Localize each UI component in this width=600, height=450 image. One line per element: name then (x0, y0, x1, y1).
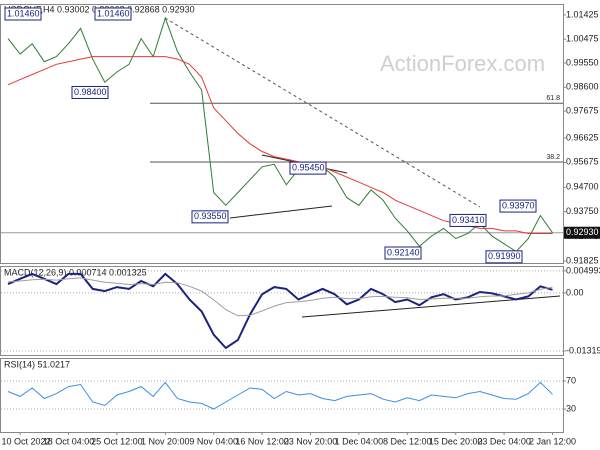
price-annotation-box (449, 213, 487, 227)
price-annotation-box (485, 250, 523, 264)
y-tick-label: 0.97675 (566, 105, 599, 115)
price-annotation: 0.92140 (387, 247, 420, 257)
y-tick-label: 0.96625 (566, 132, 599, 142)
price-annotation-box (499, 199, 537, 213)
price-annotation-box (384, 246, 422, 260)
fib-label: 38.2 (546, 154, 560, 161)
macd-panel (0, 266, 564, 356)
macd-title: MACD(12,26,9) 0.000714 0.001325 (4, 267, 147, 277)
last-price-label: 0.92930 (566, 227, 599, 237)
y-tick-label: 0.93750 (566, 206, 599, 216)
y-tick-label: 0.95675 (566, 157, 599, 167)
rsi-title: RSI(14) 51.0217 (4, 359, 70, 369)
x-tick-label: 1 Dec 04:00 (335, 436, 384, 446)
price-annotation-box (191, 210, 229, 224)
x-tick-label: 23 Nov 20:00 (284, 436, 338, 446)
series-line (7, 16, 553, 253)
y-tick-label: 0.004993 (566, 265, 600, 275)
x-tick-label: 8 Dec 12:00 (383, 436, 432, 446)
series-line (7, 277, 553, 317)
x-tick-label: 25 Oct 12:00 (91, 436, 143, 446)
y-tick-label: 1.01425 (566, 9, 599, 19)
price-annotation: 1.01460 (7, 8, 40, 18)
last-price-box (564, 226, 600, 239)
trend-line (164, 17, 481, 208)
price-panel (0, 4, 564, 264)
price-annotation-box (94, 7, 132, 21)
price-annotation: 0.98400 (74, 87, 107, 97)
x-tick-label: 15 Dec 20:00 (429, 436, 483, 446)
price-annotation-box (71, 85, 109, 99)
x-tick-label: 10 Oct 2022 (1, 436, 50, 446)
price-annotation-box (4, 7, 42, 21)
y-tick-label: 30 (566, 403, 576, 413)
watermark: ActionForex.com (380, 51, 545, 76)
y-tick-label: 1.00475 (566, 34, 599, 44)
price-annotation: 0.95450 (292, 162, 325, 172)
price-annotation: 0.93410 (452, 215, 485, 225)
y-tick-label: 0.91825 (566, 255, 599, 265)
price-annotation-box (289, 161, 327, 175)
y-tick-label: 0.00 (566, 287, 584, 297)
x-tick-label: 9 Nov 04:00 (189, 436, 238, 446)
x-tick-label: 23 Dec 04:00 (477, 436, 531, 446)
trend-line (229, 205, 333, 219)
price-annotation: 0.93970 (502, 200, 535, 210)
y-tick-label: 70 (566, 375, 576, 385)
y-tick-label: 0.99550 (566, 57, 599, 67)
y-tick-label: -0.013193 (566, 345, 600, 355)
x-tick-label: 2 Jan 12:00 (529, 436, 576, 446)
fib-label: 61.8 (546, 95, 560, 102)
y-tick-label: 0.94700 (566, 182, 599, 192)
y-tick-label: 0.98600 (566, 82, 599, 92)
x-tick-label: 16 Nov 12:00 (235, 436, 289, 446)
price-annotation: 0.91990 (488, 251, 521, 261)
rsi-panel (0, 358, 564, 433)
price-annotation: 1.01460 (97, 8, 130, 18)
x-tick-label: 18 Oct 04:00 (43, 436, 95, 446)
price-annotation: 0.93550 (194, 211, 227, 221)
x-tick-label: 1 Nov 20:00 (141, 436, 190, 446)
series-line (7, 381, 553, 410)
